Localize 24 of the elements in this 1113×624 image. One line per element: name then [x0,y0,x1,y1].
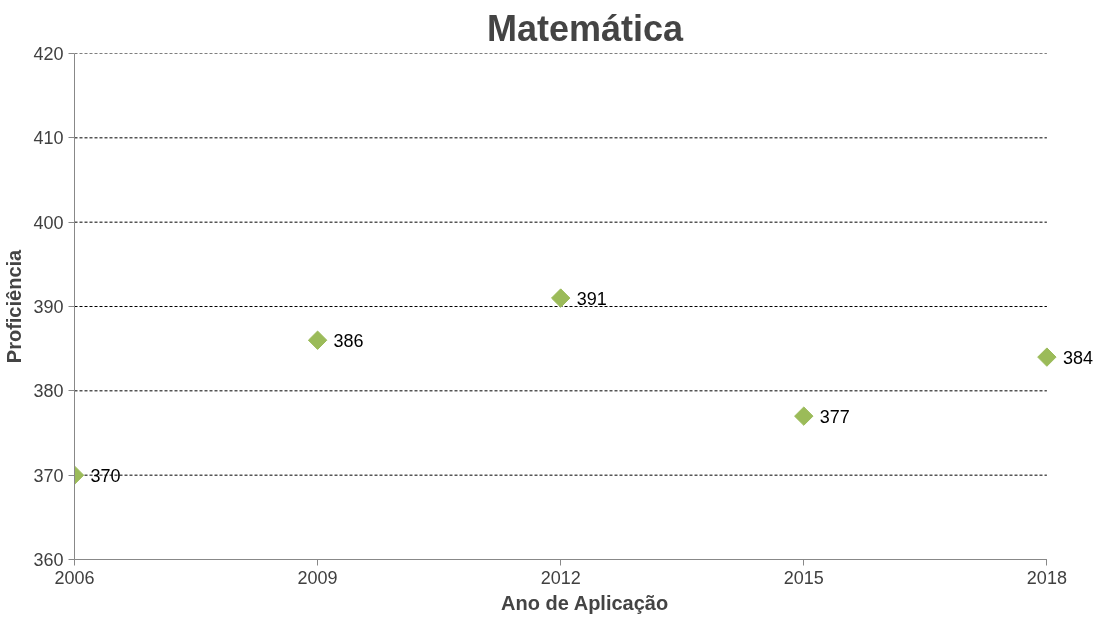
y-tick-label: 370 [33,465,64,486]
x-tick-label: 2018 [1026,567,1067,588]
point [1037,347,1057,367]
y-tick-label: 360 [33,550,64,570]
x-tick-label: 2015 [783,567,824,588]
x-tick-label: 2012 [540,567,581,588]
x-tick-label: 2009 [297,567,338,588]
y-tick-label: 420 [33,44,64,64]
point [551,288,571,308]
chart-title: Matemática [486,7,685,49]
point [794,406,814,426]
x-axis-title: Ano de Aplicação [501,591,669,614]
y-tick-label: 380 [33,381,64,402]
y-tick-label: 410 [33,128,64,149]
x-tick-label: 2006 [54,567,95,588]
y-axis-title: Proficiência [3,248,26,364]
data-label: 377 [819,406,850,427]
data-label: 370 [90,465,121,486]
data-label: 391 [576,288,607,309]
point [307,330,328,350]
y-tick-label: 390 [33,297,64,317]
data-label: 384 [1062,347,1093,368]
data-label: 386 [333,330,364,351]
y-tick-label: 400 [33,212,64,233]
